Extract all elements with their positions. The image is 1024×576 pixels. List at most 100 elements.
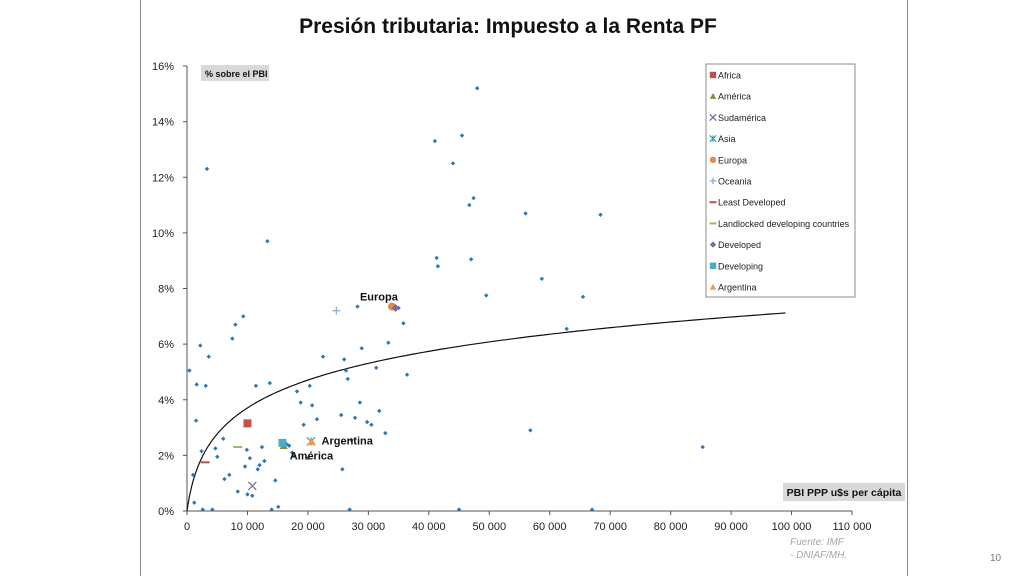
data-point <box>564 326 569 332</box>
x-tick-label: 30 000 <box>352 521 386 533</box>
data-point <box>227 472 232 478</box>
x-tick-label: 80 000 <box>654 521 688 533</box>
highlight-marker-oceania <box>332 306 341 315</box>
legend-item: América <box>709 92 751 102</box>
legend-marker <box>709 93 717 99</box>
data-point <box>233 322 238 327</box>
data-point <box>253 383 259 389</box>
data-point <box>250 493 255 498</box>
data-point <box>369 422 374 427</box>
highlight-markers: América Europa Argentina <box>200 292 400 491</box>
data-point <box>343 368 349 373</box>
data-point <box>341 357 347 362</box>
data-point <box>468 257 474 262</box>
slide-frame-right <box>907 0 908 576</box>
x-tick-label: 90 000 <box>714 521 748 533</box>
y-tick-label: 16% <box>152 61 174 73</box>
data-point <box>213 446 218 451</box>
legend-label: Asia <box>718 134 736 144</box>
legend-item: Developed <box>709 240 761 250</box>
legend-item: Landlocked developing countries <box>709 219 850 229</box>
data-point <box>273 478 278 483</box>
data-point <box>598 212 603 217</box>
slide-frame-left <box>140 0 141 576</box>
legend-marker <box>709 134 717 143</box>
data-point <box>206 354 211 359</box>
trendline-curve <box>186 312 786 511</box>
legend-label: Developing <box>718 261 763 271</box>
data-point <box>523 211 528 216</box>
data-point <box>359 346 364 351</box>
data-point <box>262 458 267 464</box>
y-tick-label: 8% <box>158 284 174 296</box>
y-axis-label-box: % sobre el PBI <box>201 65 269 81</box>
data-point <box>305 455 311 461</box>
data-point <box>194 382 199 387</box>
legend-box <box>705 63 856 298</box>
data-point <box>259 444 265 450</box>
data-point <box>289 450 295 455</box>
data-point <box>257 462 262 468</box>
data-point <box>187 368 192 373</box>
data-point <box>456 507 462 512</box>
highlight-marker-developed <box>391 303 400 312</box>
data-point <box>307 383 312 389</box>
data-point <box>294 389 300 394</box>
data-point <box>204 166 210 172</box>
data-point <box>200 507 205 512</box>
data-point <box>364 419 370 425</box>
legend-item: Africa <box>709 71 741 81</box>
legend-marker <box>709 177 717 185</box>
highlight-marker-africa <box>243 419 252 428</box>
y-tick-label: 6% <box>158 339 174 351</box>
data-point <box>314 417 320 422</box>
data-point <box>203 383 208 389</box>
x-tick-label: 50 000 <box>472 521 506 533</box>
data-point <box>255 467 260 472</box>
highlight-label: Argentina <box>322 435 374 447</box>
legend-marker <box>709 113 717 122</box>
legend-label: América <box>718 92 751 102</box>
data-point <box>434 255 439 261</box>
legend-label: Africa <box>718 71 741 81</box>
highlight-marker-sudam-rica <box>247 481 257 491</box>
highlight-label: Europa <box>360 292 399 304</box>
data-point <box>580 294 586 300</box>
legend-label: Europa <box>718 155 747 165</box>
data-point <box>230 336 235 341</box>
data-point <box>528 428 533 433</box>
highlight-marker-least-developed <box>200 461 210 464</box>
x-tick-label: 100 000 <box>772 521 812 533</box>
highlight-marker-argentina <box>307 437 316 445</box>
data-point <box>357 400 363 405</box>
legend-label: Least Developed <box>718 198 786 208</box>
data-point <box>432 138 438 144</box>
legend-item: Argentina <box>709 283 757 293</box>
legend-marker <box>709 156 717 163</box>
data-point <box>286 443 292 448</box>
data-point <box>245 492 250 497</box>
data-point <box>309 403 315 408</box>
y-tick-label: 0% <box>158 506 174 518</box>
data-point <box>215 454 220 459</box>
y-tick-label: 14% <box>152 117 174 129</box>
x-tick-label: 60 000 <box>533 521 567 533</box>
source-line: Fuente: IMF <box>790 537 845 548</box>
data-points <box>187 86 705 512</box>
legend-label: Argentina <box>718 283 757 293</box>
data-point <box>210 507 215 512</box>
data-point <box>377 408 382 414</box>
legend-label: Sudamérica <box>718 113 766 123</box>
data-point <box>345 376 351 382</box>
legend-label: Oceania <box>718 177 752 187</box>
data-point <box>242 464 248 469</box>
data-point <box>355 304 360 309</box>
data-point <box>471 195 476 201</box>
data-point <box>467 202 472 208</box>
y-tick-label: 10% <box>152 228 174 240</box>
source-line: - DNIAF/MH. <box>790 550 847 561</box>
data-point <box>265 239 270 244</box>
data-point <box>190 472 196 478</box>
x-tick-label: 110 000 <box>833 521 872 533</box>
